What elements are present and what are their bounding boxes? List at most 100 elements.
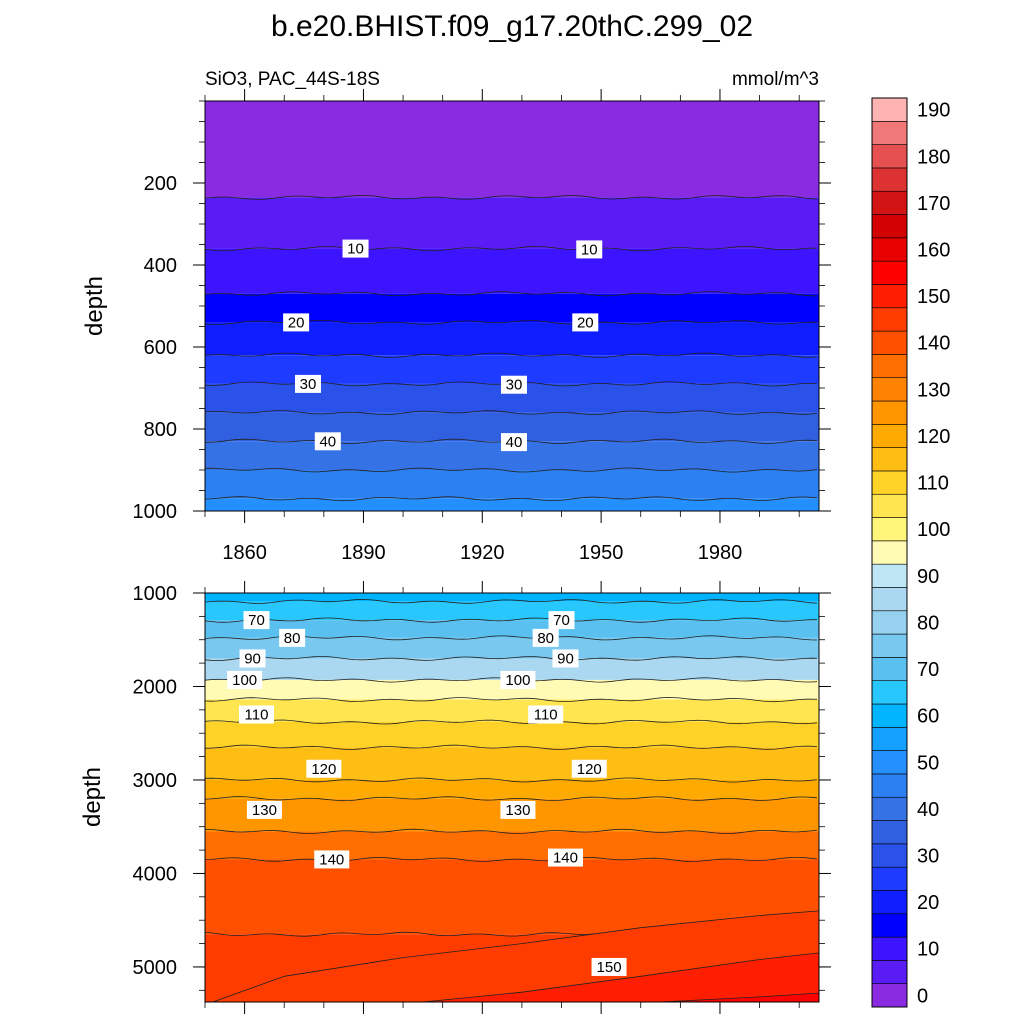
colorbar-segment [871,773,908,798]
upper-contour-label-box [500,433,527,452]
upper-contour-labels: 10 10 20 20 30 30 40 40 [283,239,603,452]
upper-contour-label-box [500,375,527,394]
upper-contour-label: 30 [500,375,527,394]
upper-contour-label: 40 [314,432,341,451]
upper-contour-label: 20 [283,313,310,332]
colorbar-tick-label: 120 [917,426,950,448]
upper-contour-label: 20 [572,313,599,332]
lower-contour-label: 130 [500,800,536,819]
lower-contour-label-text: 80 [537,630,554,647]
lower-y-tick-label: 4000 [133,863,178,885]
upper-contour-line [205,496,818,502]
upper-contour-line [205,410,818,416]
colorbar-frame [871,97,908,1008]
lower-contour-label-text: 140 [319,851,344,868]
colorbar-segment [871,913,908,938]
upper-contour-label-box [342,239,369,258]
colorbar-segment [871,657,908,681]
lower-band [205,658,819,680]
colorbar-segment [871,563,908,588]
lower-contour-label-text: 90 [244,650,261,667]
lower-contour-label-box [547,848,583,867]
lower-contour-line [205,697,818,703]
lower-contour-label: 100 [227,670,263,689]
lower-band [205,722,819,748]
colorbar-segment [871,470,908,495]
upper-band [205,498,819,511]
colorbar-segment [871,680,908,705]
lower-contour-label-box [500,800,536,819]
colorbar-tick-label: 70 [917,659,939,681]
lower-contour-label-text: 140 [553,850,578,867]
lower-band [205,679,819,700]
lower-contour-label-box [227,670,263,689]
colorbar-segment [871,284,908,309]
lower-contour-label-box [571,759,607,778]
lower-band [205,593,819,602]
upper-band [205,101,819,198]
colorbar-segment [871,400,908,425]
lower-band [205,620,819,638]
lower-band [205,699,819,723]
lower-contour-label-text: 150 [597,959,622,976]
colorbar-tick-label: 0 [917,985,928,1007]
upper-contour-line [205,291,817,297]
lower-contour-line [205,856,818,862]
lower-contour-line [205,617,817,623]
upper-contour-line [205,467,818,473]
colorbar-segment [871,843,908,868]
colorbar-tick-label: 130 [917,379,950,401]
colorbar-segment [871,97,908,122]
lower-contour-line [205,744,818,750]
upper-contour-label-text: 20 [288,314,305,331]
lower-contour-label-text: 110 [534,707,558,724]
lower-contour-label-text: 100 [505,672,530,689]
colorbar-tick-label: 50 [917,752,939,774]
colorbar-segment [871,540,908,565]
colorbar-tick-label: 60 [917,706,939,728]
lower-contour-label-box [306,759,342,778]
upper-x-tick-label: 1950 [579,542,624,564]
lower-contour-label: 140 [314,850,350,869]
lower-contour-label-text: 70 [248,612,265,629]
upper-band [205,470,819,499]
lower-contour-line [205,599,818,604]
lower-contour-label-text: 120 [577,761,602,778]
lower-contour-label: 140 [547,848,583,867]
lower-contour-label-text: 130 [505,802,530,819]
lower-contour-label-box [500,670,536,689]
colorbar-segment [871,121,908,145]
upper-x-tick-label: 1860 [222,542,267,564]
lower-contour-line [205,777,818,783]
lower-contour-label: 150 [591,957,627,976]
colorbar-segment [871,610,908,635]
lower-y-tick-label: 2000 [133,676,178,698]
chart-subtitle-left: SiO3, PAC_44S-18S [205,69,380,90]
upper-contour-label-text: 30 [300,376,317,393]
lower-contour-line [205,656,818,661]
lower-y-tick-label: 1000 [133,583,178,605]
colorbar-tick-label: 150 [917,286,950,308]
lower-sloped-fill [660,993,819,1002]
colorbar-tick-label: 180 [917,146,950,168]
upper-contour-label-text: 10 [347,241,364,258]
lower-plot-frame [204,592,820,1003]
lower-band [205,637,819,659]
colorbar-tick-label: 100 [917,519,950,541]
upper-x-tick-label: 1980 [698,542,743,564]
lower-contour-label-box [314,850,350,869]
lower-sloped-contour [422,952,819,1002]
colorbar-segment [871,936,908,961]
colorbar-segment [871,587,908,612]
lower-contour-label-text: 100 [232,672,257,689]
colorbar-segment [871,307,908,332]
lower-y-tick-label: 3000 [133,770,178,792]
lower-contour-label: 90 [239,649,266,668]
colorbar-segment [871,493,908,518]
lower-contour-label: 80 [532,628,559,647]
colorbar-tick-label: 20 [917,892,939,914]
chart-units-label: mmol/m^3 [732,69,819,90]
colorbar-segment [871,260,908,285]
upper-band [205,197,819,249]
